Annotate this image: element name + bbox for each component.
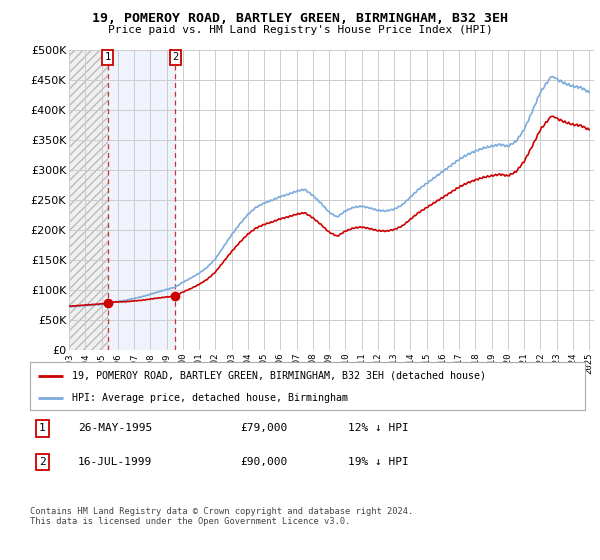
Text: 12% ↓ HPI: 12% ↓ HPI [348, 423, 409, 433]
Text: 19, POMEROY ROAD, BARTLEY GREEN, BIRMINGHAM, B32 3EH: 19, POMEROY ROAD, BARTLEY GREEN, BIRMING… [92, 12, 508, 25]
Text: Contains HM Land Registry data © Crown copyright and database right 2024.
This d: Contains HM Land Registry data © Crown c… [30, 507, 413, 526]
Text: 19, POMEROY ROAD, BARTLEY GREEN, BIRMINGHAM, B32 3EH (detached house): 19, POMEROY ROAD, BARTLEY GREEN, BIRMING… [71, 371, 485, 381]
Text: 1: 1 [104, 52, 111, 62]
Text: 19% ↓ HPI: 19% ↓ HPI [348, 457, 409, 467]
Bar [69, 50, 107, 350]
Text: 2: 2 [172, 52, 178, 62]
Text: 1: 1 [39, 423, 46, 433]
Bar [107, 50, 175, 350]
Text: £90,000: £90,000 [240, 457, 287, 467]
Text: 2: 2 [39, 457, 46, 467]
Text: Price paid vs. HM Land Registry's House Price Index (HPI): Price paid vs. HM Land Registry's House … [107, 25, 493, 35]
Text: £79,000: £79,000 [240, 423, 287, 433]
Text: HPI: Average price, detached house, Birmingham: HPI: Average price, detached house, Birm… [71, 393, 347, 403]
Text: 16-JUL-1999: 16-JUL-1999 [78, 457, 152, 467]
Text: 26-MAY-1995: 26-MAY-1995 [78, 423, 152, 433]
